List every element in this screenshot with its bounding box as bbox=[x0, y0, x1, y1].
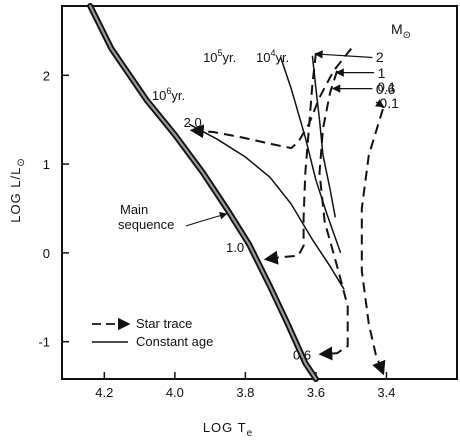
main-sequence-label-2: sequence bbox=[118, 217, 174, 232]
x-tick-label-3: 3.6 bbox=[307, 385, 325, 400]
y-tick-label-2: 0 bbox=[43, 246, 50, 261]
mass-label-3: 0.1 bbox=[379, 95, 399, 111]
isochrone-label-2: 104yr. bbox=[256, 48, 289, 65]
x-tick-label-1: 4.0 bbox=[166, 385, 184, 400]
star-trace-label-3: 0.1 bbox=[378, 79, 396, 94]
isochrone-line-2 bbox=[311, 55, 337, 218]
mass-leader-3 bbox=[375, 99, 385, 108]
star-trace-line-3 bbox=[360, 108, 386, 376]
x-tick-label-2: 3.8 bbox=[236, 385, 254, 400]
isochrone-label-1: 105yr. bbox=[203, 48, 236, 65]
legend-star-trace-label: Star trace bbox=[136, 316, 192, 331]
star-trace-label-1: 1.0 bbox=[226, 240, 244, 255]
main-sequence-label: Main bbox=[120, 202, 148, 217]
star-trace-line-1 bbox=[263, 52, 317, 265]
main-sequence-line bbox=[89, 4, 317, 381]
mass-label-2: 0.6 bbox=[376, 81, 396, 97]
y-tick-label-1: 1 bbox=[43, 157, 50, 172]
mass-label-0: 2 bbox=[376, 49, 384, 65]
mass-label-1: 1 bbox=[378, 65, 386, 81]
curves bbox=[87, 3, 386, 382]
isochrone-line-1 bbox=[279, 57, 342, 254]
x-tick-label-0: 4.2 bbox=[95, 385, 113, 400]
y-tick-label-3: -1 bbox=[38, 335, 50, 350]
legend: Star trace Constant age bbox=[92, 316, 213, 349]
axis-ticks: 4.2 4.0 3.8 3.6 3.4 2 1 0 -1 bbox=[38, 68, 395, 400]
plot-frame bbox=[61, 5, 458, 380]
legend-constant-age-label: Constant age bbox=[136, 334, 213, 349]
mass-leader-0 bbox=[314, 50, 373, 59]
y-tick-label-0: 2 bbox=[43, 68, 50, 83]
y-axis-label: LOG L/L⊙ bbox=[8, 157, 27, 223]
isochrone-line-0 bbox=[188, 123, 345, 290]
x-tick-label-4: 3.4 bbox=[377, 385, 395, 400]
main-sequence-pointer bbox=[185, 211, 228, 227]
star-trace-label-2: 0.6 bbox=[293, 347, 311, 362]
star-trace-label-0: 2.0 bbox=[184, 115, 202, 130]
x-axis-label: LOG Te bbox=[203, 420, 253, 439]
star-trace-line-0 bbox=[189, 47, 352, 150]
mass-header: M⊙ bbox=[391, 21, 411, 41]
isochrone-label-0: 106yr. bbox=[152, 86, 185, 103]
star-trace-line-2 bbox=[318, 70, 349, 361]
